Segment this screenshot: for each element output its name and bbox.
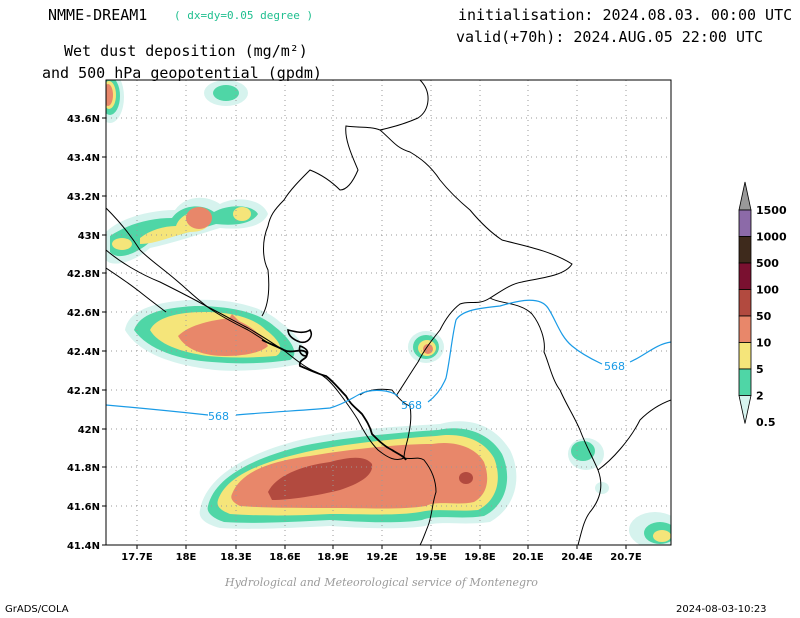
border-montenegro-serbia: [359, 388, 412, 459]
resolution-label: ( dx=dy=0.05 degree ): [174, 9, 314, 22]
colorbar-level-label: 2: [756, 390, 764, 403]
lat-tick-label: 42N: [78, 425, 100, 436]
lon-tick-label: 17.7E: [121, 552, 153, 563]
colorbar-swatch: [738, 209, 752, 237]
geopotential-contours: [106, 299, 671, 416]
dust-deposition-field: [106, 80, 671, 545]
lat-tick-label: 43N: [78, 231, 100, 242]
software-label: GrADS/COLA: [5, 604, 69, 615]
model-name: NMME-DREAM1: [48, 6, 148, 24]
colorbar-level-label: 1500: [756, 204, 787, 217]
lat-tick-label: 42.6N: [67, 308, 100, 319]
lon-tick-label: 19.5E: [415, 552, 447, 563]
dust-patch-nw-corner: [106, 80, 124, 123]
border-bosnia-croatia: [106, 207, 271, 345]
coastline-detail: [261, 339, 407, 461]
valid-time: valid(+70h): 2024.AUG.05 22:00 UTC: [456, 28, 764, 46]
variable-title-line1: Wet dust deposition (mg/m²): [64, 42, 308, 60]
colorbar-level-label: 1000: [756, 231, 787, 244]
lat-tick-label: 43.4N: [67, 153, 100, 164]
dust-patch-south-plume: [199, 421, 517, 529]
border-bosnia-serbia: [261, 80, 429, 317]
colorbar-swatch: [738, 342, 752, 370]
lon-tick-label: 18.6E: [269, 552, 301, 563]
contour-label-568-center: 568: [401, 399, 422, 412]
grid-lines: [106, 80, 671, 545]
colorbar-swatch: [738, 315, 752, 343]
lat-tick-label: 42.4N: [67, 347, 100, 358]
contour-label-568-west: 568: [208, 410, 229, 423]
lon-tick-label: 18.9E: [317, 552, 349, 563]
colorbar-level-label: 10: [756, 337, 772, 350]
dust-patch-42-5n-plume: [125, 299, 305, 371]
colorbar-bottom-arrow: [738, 395, 752, 424]
border-greece-macedonia: [597, 399, 671, 471]
lat-tick-label: 41.6N: [67, 502, 100, 513]
dust-patch-central: [408, 331, 444, 363]
lon-tick-label: 20.7E: [610, 552, 642, 563]
dust-patch-43n-chain: [106, 197, 268, 264]
geopotential-568-line-west: [106, 389, 399, 416]
lon-tick-label: 20.4E: [561, 552, 593, 563]
lon-tick-label: 20.1E: [512, 552, 544, 563]
colorbar-level-label: 100: [756, 284, 779, 297]
lat-tick-label: 42.2N: [67, 386, 100, 397]
initialisation-time: initialisation: 2024.08.03. 00:00 UTC: [458, 6, 793, 24]
lat-tick-label: 41.4N: [67, 541, 100, 552]
lat-tick-label: 43.2N: [67, 192, 100, 203]
credit-line: Hydrological and Meteorological service …: [225, 576, 538, 589]
coastlines-and-borders: [106, 80, 671, 545]
lon-tick-label: 18E: [176, 552, 197, 563]
longitude-tick-labels: 17.7E 18E 18.3E 18.6E 18.9E 19.2E 19.5E 19.8E 20…: [121, 545, 642, 563]
dust-patch-north: [204, 80, 248, 106]
latitude-tick-labels: 43.6N 43.4N 43.2N 43N 42.8N 42.6N 42.4N 42.2N 42…: [67, 114, 106, 552]
colorbar-swatch: [738, 368, 752, 396]
islands-outline: [287, 328, 313, 357]
variable-title-line2: and 500 hPa geopotential (gpdm): [42, 64, 322, 82]
lon-tick-label: 18.3E: [220, 552, 252, 563]
border-albania-macedonia: [489, 297, 602, 545]
lat-tick-label: 43.6N: [67, 114, 100, 125]
colorbar-top-arrow: [738, 181, 752, 211]
dust-patch-east: [568, 438, 671, 545]
coastline-adriatic: [106, 249, 437, 545]
colorbar-level-label: 5: [756, 363, 764, 376]
colorbar-level-label: 0.5: [756, 416, 776, 429]
colorbar-legend: 1500 1000 500 100 50 10 5 2 0.5: [738, 181, 787, 429]
lat-tick-label: 42.8N: [67, 269, 100, 280]
timestamp-label: 2024-08-03-10:23: [676, 604, 767, 615]
contour-label-568-east: 568: [604, 360, 625, 373]
lon-tick-label: 19.2E: [366, 552, 398, 563]
colorbar-level-label: 50: [756, 310, 772, 323]
geopotential-labels: 568 568 568: [208, 360, 625, 423]
colorbar-level-label: 500: [756, 257, 779, 270]
colorbar-swatch: [738, 262, 752, 290]
colorbar-swatch: [738, 289, 752, 317]
lat-tick-label: 41.8N: [67, 463, 100, 474]
lon-tick-label: 19.8E: [464, 552, 496, 563]
border-west-edge: [106, 267, 167, 313]
geopotential-568-line-east: [427, 299, 671, 403]
border-serbia-kosovo: [379, 129, 573, 397]
colorbar-swatch: [738, 236, 752, 264]
